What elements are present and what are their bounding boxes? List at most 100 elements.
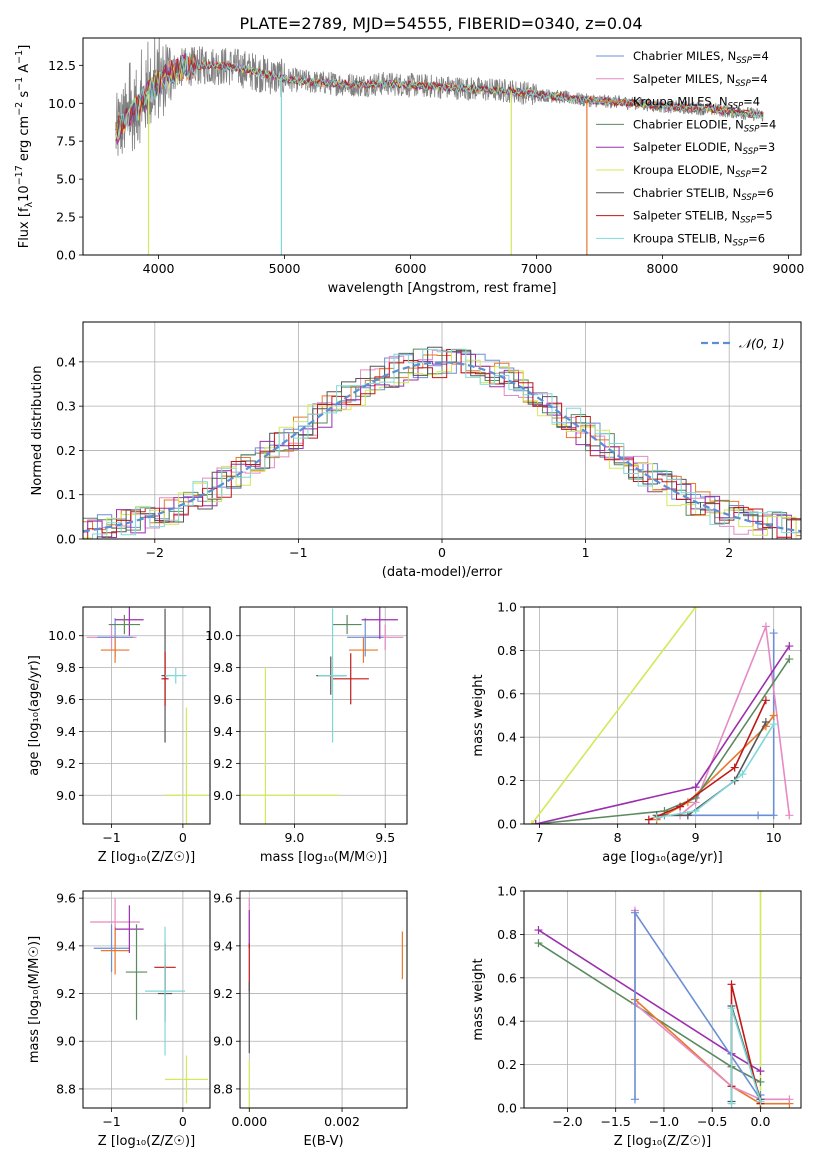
mass-weight-line (679, 626, 791, 816)
mass-weight-marker (730, 763, 739, 772)
mass-weight-marker (761, 622, 770, 631)
x-tick-label: 10 (766, 830, 782, 845)
x-tick-label: −2.0 (552, 1114, 582, 1129)
legend-entry: Chabrier MILES, NSSP=4 (633, 49, 769, 66)
y-tick-label: 0.3 (56, 399, 76, 414)
legend-entry: Salpeter MILES, NSSP=4 (633, 72, 768, 89)
y-tick-label: 0.2 (56, 443, 76, 458)
x-tick-label: 9.0 (285, 830, 305, 845)
error-bar-point (347, 618, 384, 657)
spectrum-plot-area (115, 38, 764, 255)
y-tick-label: 9.4 (213, 938, 233, 953)
y-tick-label: 0.0 (56, 532, 76, 547)
mass-weight-marker (785, 655, 794, 664)
spectrum-frame (82, 37, 802, 256)
y-tick-label: 0.2 (497, 1057, 517, 1072)
error-bar-point (115, 905, 144, 953)
mass-weight-marker (769, 711, 778, 720)
y-tick-label: 5.0 (56, 172, 76, 187)
observed-spectrum-line (115, 38, 764, 156)
y-axis-label: mass weight (471, 958, 486, 1040)
mass-weight-marker (727, 1004, 736, 1013)
y-tick-label: 9.2 (213, 756, 233, 771)
massweight-vs-age-frame (523, 606, 802, 825)
x-tick-label: 0 (179, 1114, 187, 1129)
y-tick-label: 0.4 (497, 730, 517, 745)
y-tick-label: 9.0 (56, 788, 76, 803)
x-tick-label: −0.5 (697, 1114, 727, 1129)
y-tick-label: 9.2 (213, 986, 233, 1001)
x-tick-label: −1 (102, 830, 120, 845)
y-tick-label: 0.4 (56, 354, 76, 369)
legend-entry: Salpeter ELODIE, NSSP=3 (633, 140, 775, 157)
x-tick-label: 1 (582, 545, 590, 560)
x-tick-label: 0.000 (231, 1114, 267, 1129)
y-tick-label: 1.0 (497, 600, 517, 615)
mass-weight-marker (531, 820, 540, 824)
mass-weight-marker (691, 806, 700, 815)
y-tick-label: 0.8 (497, 643, 517, 658)
x-tick-label: 7000 (521, 261, 553, 276)
error-bar-point (100, 637, 130, 663)
figure-title: PLATE=2789, MJD=54555, FIBERID=0340, z=0… (239, 14, 642, 33)
x-tick-label: −1.5 (601, 1114, 631, 1129)
mass-weight-line (656, 715, 775, 821)
mass-weight-marker (754, 811, 763, 820)
error-bar-point (165, 667, 187, 684)
y-tick-label: 0.8 (497, 927, 517, 942)
mass-vs-Z-panel: −1 0 8.8 9.0 9.2 9.4 9.6 Z [log₁₀(Z/Z☉)] mass [l… (27, 890, 211, 1149)
y-tick-label: 0.0 (56, 248, 76, 263)
error-bar-point (165, 707, 208, 824)
x-axis-label: Z [log₁₀(Z/Z☉)] (98, 850, 195, 865)
mass-weight-marker (630, 908, 639, 917)
error-bar-point (332, 614, 362, 635)
x-axis-label: (data-model)/error (382, 565, 503, 580)
x-axis-label: wavelength [Angstrom, rest frame] (328, 281, 557, 296)
y-tick-label: 9.4 (56, 938, 76, 953)
x-tick-label: 0.002 (324, 1114, 360, 1129)
mass-weight-marker (644, 815, 653, 824)
mass-vs-Z-frame (82, 890, 211, 1109)
mass-vs-EBV-plot-area (240, 891, 407, 1108)
x-axis-label: Z [log₁₀(Z/Z☉)] (614, 1134, 711, 1149)
mass-weight-marker (756, 891, 765, 895)
y-tick-label: 9.0 (56, 1034, 76, 1049)
y-tick-label: 10.0 (205, 628, 233, 643)
massweight-vs-age-plot-area (524, 607, 801, 824)
mass-weight-marker (534, 926, 543, 935)
mass-weight-line (634, 998, 790, 1105)
x-tick-label: 2 (725, 545, 733, 560)
x-tick-label: 7 (536, 830, 544, 845)
massweight-vs-Z-frame (523, 890, 802, 1109)
y-tick-label: 0.0 (497, 817, 517, 832)
x-tick-label: 9.5 (375, 830, 395, 845)
error-bar-point (361, 607, 398, 639)
mass-weight-line (656, 723, 775, 819)
mass-weight-marker (738, 770, 747, 779)
mass-weight-marker (785, 811, 794, 820)
error-bar-point (125, 924, 148, 1020)
gaussian-curve (83, 361, 801, 533)
age-vs-Z-frame (82, 606, 211, 825)
mass-weight-marker (691, 607, 700, 611)
massweight-vs-age-panel: 7 8 9 10 0.0 0.2 0.4 0.6 0.8 1.0 age [log₁₀(age/yr… (471, 600, 802, 865)
mass-weight-marker (727, 980, 736, 989)
mass-vs-EBV-frame (239, 890, 408, 1109)
x-tick-label: −2 (146, 545, 164, 560)
y-tick-label: 8.8 (56, 1081, 76, 1096)
residual-histogram-step (83, 349, 801, 539)
y-tick-label: 0.6 (497, 970, 517, 985)
y-tick-label: 1.0 (497, 884, 517, 899)
mass-weight-marker (534, 939, 543, 948)
y-tick-label: 0.2 (497, 773, 517, 788)
y-tick-label: 9.8 (213, 660, 233, 675)
y-tick-label: 9.4 (56, 724, 76, 739)
residuals-frame (82, 321, 802, 540)
model-spectrum-line (115, 53, 763, 146)
residual-histogram-step (83, 348, 801, 539)
residual-histogram-step (83, 351, 801, 539)
mass-weight-marker (756, 1077, 765, 1086)
y-tick-label: 0.0 (497, 1101, 517, 1116)
residuals-plot-area (83, 322, 801, 539)
x-tick-label: −1 (102, 1114, 120, 1129)
